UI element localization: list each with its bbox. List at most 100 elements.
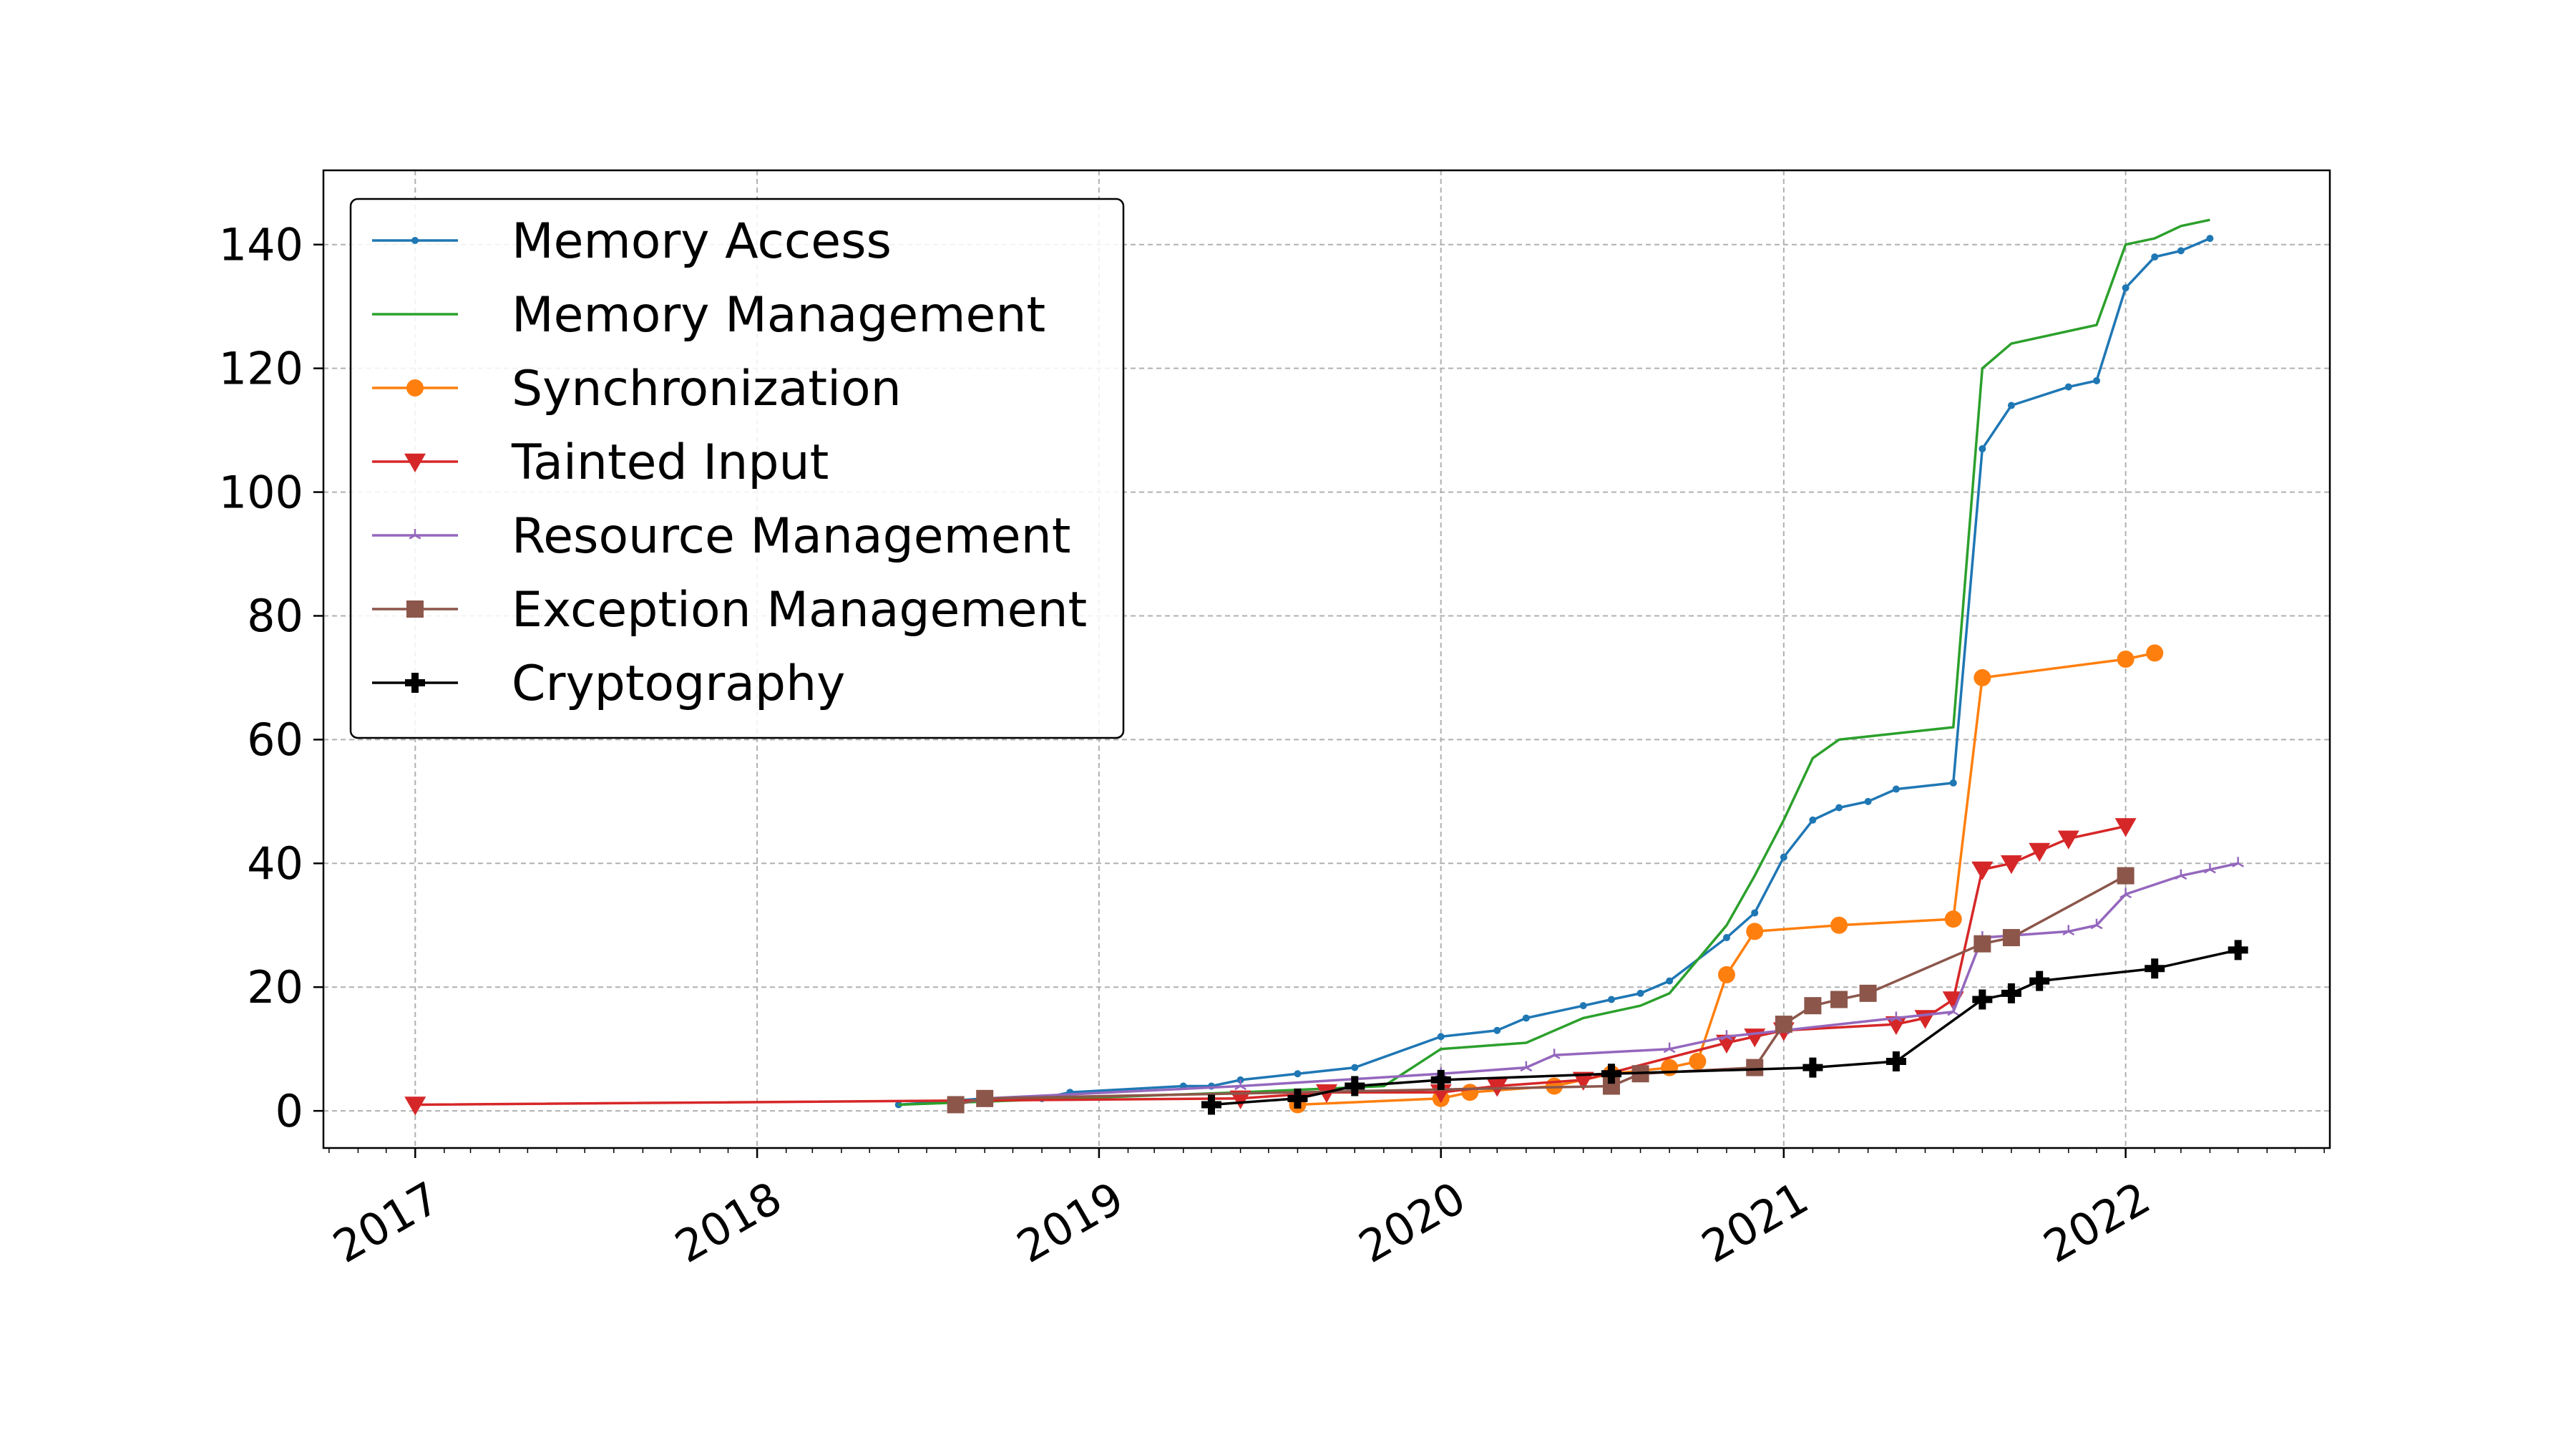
tri-marker-arm: [1548, 1054, 1555, 1059]
data-point: [2002, 929, 2020, 947]
tri-marker-arm: [1947, 1011, 1954, 1016]
data-point: [409, 529, 421, 540]
data-point: [1947, 1005, 1960, 1016]
data-point: [2175, 869, 2187, 880]
tri-marker-arm: [1726, 1036, 1733, 1041]
data-point: [1636, 989, 1644, 997]
tri-marker-arm: [2175, 875, 2182, 880]
data-point: [1689, 1052, 1707, 1070]
data-point: [1607, 996, 1615, 1003]
data-point: [2206, 235, 2214, 243]
data-point: [2146, 644, 2164, 662]
tri-marker-arm: [1663, 1048, 1670, 1054]
data-point: [1229, 1090, 1252, 1109]
data-point: [2000, 855, 2022, 875]
legend-label: Memory Management: [512, 287, 1045, 344]
tri-marker-arm: [2209, 868, 2216, 874]
data-point: [405, 673, 425, 693]
data-point: [1345, 1076, 1365, 1096]
y-tick-label: 100: [219, 466, 303, 518]
data-point: [1548, 1049, 1561, 1059]
data-point: [1437, 1033, 1445, 1041]
data-point: [2029, 971, 2050, 991]
data-point: [2117, 867, 2135, 885]
tri-marker-arm: [1234, 1085, 1241, 1091]
data-point: [1316, 1084, 1337, 1104]
data-point: [1974, 935, 1991, 953]
legend-label: Memory Access: [512, 213, 892, 270]
data-point: [2204, 862, 2216, 874]
data-point: [894, 1101, 902, 1109]
legend-label: Cryptography: [512, 656, 845, 712]
data-point: [2177, 247, 2185, 255]
legend-label: Tainted Input: [511, 434, 829, 491]
data-point: [2232, 857, 2245, 867]
data-point: [1751, 909, 1759, 917]
data-point: [1804, 997, 1822, 1015]
legend-entry: Memory Access: [372, 213, 892, 270]
data-point: [1579, 1002, 1587, 1010]
data-point: [2057, 830, 2079, 850]
data-point: [1461, 1084, 1479, 1101]
legend: Memory Access Memory Management Synchroniz…: [349, 198, 1125, 739]
series-cryptography: [1201, 940, 2248, 1115]
legend-label: Resource Management: [512, 508, 1070, 565]
data-point: [1572, 1071, 1594, 1091]
data-point: [1864, 797, 1872, 805]
data-point: [406, 379, 424, 397]
tri-marker-arm: [2204, 868, 2211, 874]
data-point: [2090, 918, 2103, 930]
legend-entry: Tainted Input: [372, 434, 829, 491]
data-point: [406, 600, 424, 618]
data-point: [1835, 804, 1843, 812]
data-point: [1201, 1094, 1221, 1115]
data-point: [2093, 376, 2101, 384]
data-point: [1971, 861, 1994, 880]
data-point: [1520, 1061, 1533, 1072]
data-point: [2119, 887, 2132, 899]
data-point: [1972, 989, 1993, 1010]
y-tick-label: 60: [247, 714, 303, 766]
data-point: [1294, 1070, 1302, 1078]
data-point: [1493, 1026, 1501, 1034]
data-point: [1746, 1059, 1764, 1076]
data-point: [1746, 923, 1764, 940]
data-point: [2145, 958, 2165, 979]
data-point: [1722, 934, 1730, 942]
data-point: [1892, 785, 1900, 793]
data-point: [2062, 925, 2075, 935]
tri-marker-arm: [2090, 924, 2097, 930]
data-point: [1234, 1079, 1246, 1091]
tri-marker-arm: [2068, 930, 2075, 935]
legend-box: [349, 198, 1125, 739]
series-memory-management: [898, 218, 2210, 1106]
y-tick-label: 120: [219, 342, 303, 394]
data-point: [2001, 983, 2021, 1003]
data-point: [1859, 984, 1877, 1002]
y-tick-label: 140: [219, 218, 303, 271]
data-point: [2117, 651, 2135, 668]
data-point: [1351, 1064, 1359, 1071]
data-point: [1809, 816, 1817, 824]
tri-marker-arm: [2125, 893, 2132, 899]
data-point: [1663, 1042, 1676, 1054]
tri-marker-arm: [414, 534, 421, 540]
data-point: [1949, 779, 1957, 787]
tri-marker-arm: [1669, 1048, 1676, 1054]
tri-marker-arm: [2062, 930, 2069, 935]
legend-entry: Exception Management: [372, 582, 1087, 638]
data-point: [1979, 445, 1986, 453]
tri-marker-arm: [1720, 1036, 1727, 1041]
data-point: [2007, 402, 2015, 409]
tri-marker-arm: [409, 534, 416, 540]
legend-label: Exception Management: [512, 582, 1087, 638]
y-tick-label: 80: [247, 590, 303, 642]
tri-marker-arm: [1526, 1066, 1533, 1072]
data-point: [1666, 977, 1674, 985]
tri-marker-arm: [1553, 1054, 1561, 1059]
series-line: [1297, 651, 2155, 1106]
data-point: [1830, 991, 1848, 1008]
data-point: [1885, 1051, 1906, 1071]
legend-entry: Synchronization: [372, 361, 902, 417]
